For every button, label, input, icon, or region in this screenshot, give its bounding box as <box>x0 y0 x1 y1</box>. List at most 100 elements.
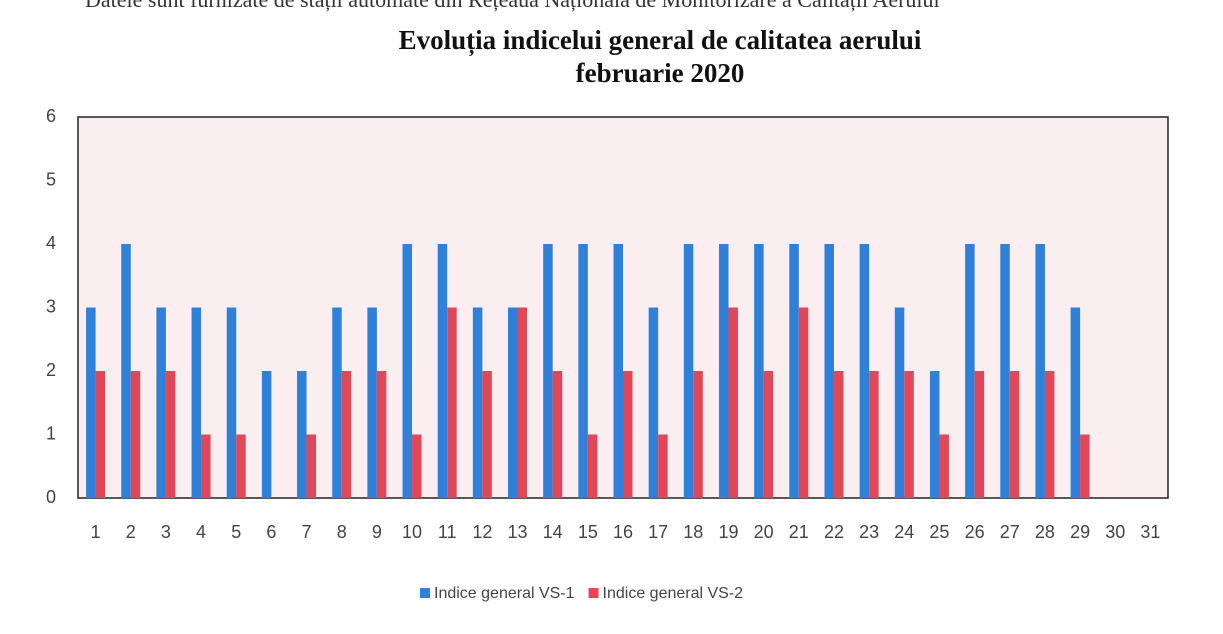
bar <box>130 371 141 498</box>
y-tick-label: 4 <box>46 233 56 253</box>
bar <box>578 244 588 498</box>
bar <box>623 371 633 498</box>
x-tick-label: 31 <box>1140 522 1160 542</box>
bar <box>543 244 553 498</box>
x-tick-label: 19 <box>718 522 738 542</box>
bar <box>859 244 870 498</box>
y-tick-label: 3 <box>46 296 56 316</box>
bar <box>261 371 272 498</box>
bar <box>965 244 975 498</box>
x-tick-label: 27 <box>1000 522 1020 542</box>
bar <box>683 244 694 498</box>
x-tick-label: 12 <box>472 522 492 542</box>
bar <box>156 307 166 498</box>
bar <box>693 371 703 498</box>
x-tick-label: 3 <box>161 522 171 542</box>
x-tick-label: 20 <box>754 522 774 542</box>
chart-title: Evoluția indicelui general de calitatea … <box>399 25 922 56</box>
x-tick-label: 28 <box>1035 522 1055 542</box>
x-tick-label: 18 <box>683 522 703 542</box>
bar <box>201 434 211 498</box>
x-tick-label: 4 <box>196 522 206 542</box>
bar <box>613 244 623 498</box>
legend-swatch <box>420 588 430 598</box>
x-tick-label: 17 <box>648 522 668 542</box>
bar <box>236 434 246 498</box>
x-tick-label: 8 <box>337 522 347 542</box>
bar <box>437 244 448 498</box>
y-tick-label: 6 <box>46 106 56 126</box>
bar <box>341 371 352 498</box>
bar <box>191 307 202 498</box>
bar <box>824 244 834 498</box>
bar <box>754 244 764 498</box>
bar <box>306 434 317 498</box>
bar <box>587 434 598 498</box>
bar <box>789 244 799 498</box>
x-tick-label: 30 <box>1105 522 1125 542</box>
bar <box>508 307 518 498</box>
bar <box>894 307 905 498</box>
bar <box>226 307 237 498</box>
bar <box>718 244 729 498</box>
bar <box>658 434 668 498</box>
bar <box>728 307 738 498</box>
bar <box>763 371 774 498</box>
x-tick-label: 7 <box>302 522 312 542</box>
bar <box>1009 371 1020 498</box>
y-tick-label: 5 <box>46 169 56 189</box>
bar <box>86 307 96 498</box>
y-tick-label: 2 <box>46 360 56 380</box>
bar <box>939 434 949 498</box>
bar <box>376 371 387 498</box>
bar <box>447 307 457 498</box>
bar <box>165 371 176 498</box>
bar <box>121 244 131 498</box>
x-tick-label: 14 <box>543 522 563 542</box>
x-tick-label: 25 <box>929 522 949 542</box>
x-tick-label: 24 <box>894 522 914 542</box>
bar <box>869 371 879 498</box>
bar <box>297 371 307 498</box>
bar <box>517 307 528 498</box>
x-tick-label: 9 <box>372 522 382 542</box>
x-tick-label: 11 <box>438 522 457 542</box>
x-tick-label: 16 <box>613 522 633 542</box>
x-tick-label: 10 <box>402 522 422 542</box>
x-tick-label: 21 <box>789 522 809 542</box>
bar <box>552 371 563 498</box>
bar <box>482 371 492 498</box>
bar <box>1080 434 1090 498</box>
legend-label: Indice general VS-2 <box>603 585 744 602</box>
bar <box>798 307 809 498</box>
x-tick-label: 22 <box>824 522 844 542</box>
y-tick-label: 0 <box>46 487 56 507</box>
bar <box>367 307 377 498</box>
bar <box>1000 244 1010 498</box>
bar <box>1044 371 1055 498</box>
x-tick-label: 13 <box>508 522 528 542</box>
x-tick-label: 23 <box>859 522 879 542</box>
bar <box>974 371 985 498</box>
y-tick-label: 1 <box>46 423 56 443</box>
x-tick-label: 1 <box>91 522 101 542</box>
legend-swatch <box>588 588 599 598</box>
x-tick-label: 15 <box>578 522 598 542</box>
bar <box>929 371 940 498</box>
chart-subtitle: februarie 2020 <box>576 58 745 88</box>
x-tick-label: 29 <box>1070 522 1090 542</box>
bar <box>95 371 106 498</box>
bar <box>402 244 413 498</box>
x-tick-label: 6 <box>266 522 276 542</box>
x-tick-label: 2 <box>126 522 136 542</box>
legend-label: Indice general VS-1 <box>434 585 575 602</box>
bar <box>412 434 422 498</box>
bar <box>1070 307 1081 498</box>
bar <box>648 307 659 498</box>
x-tick-label: 5 <box>231 522 241 542</box>
x-tick-label: 26 <box>965 522 985 542</box>
bar <box>472 307 483 498</box>
header-text: Datele sunt furnizate de stații automate… <box>85 0 940 12</box>
bar <box>332 307 342 498</box>
